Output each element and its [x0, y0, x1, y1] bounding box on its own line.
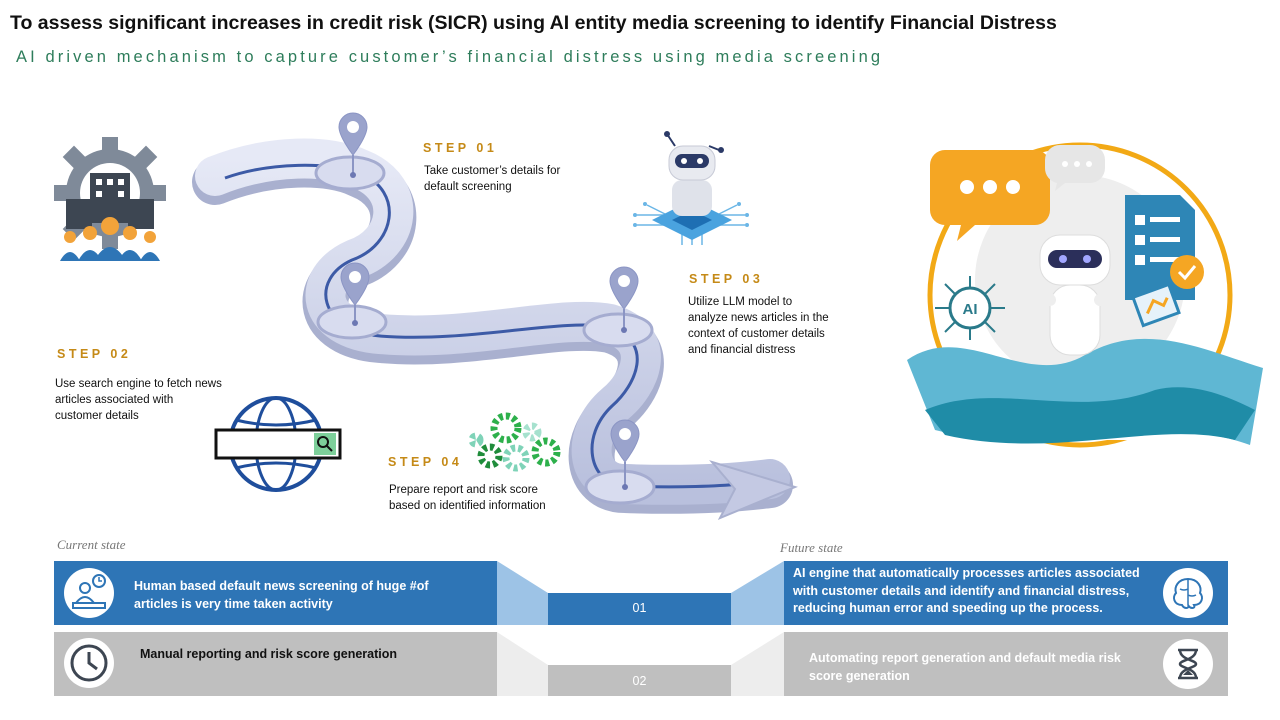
- row-02-number: 02: [632, 674, 647, 688]
- step-03-desc-line: and financial distress: [688, 344, 796, 356]
- step-03-desc-line: Utilize LLM model to: [688, 296, 793, 308]
- row-01-current-line: articles is very time taken activity: [134, 596, 333, 611]
- brain-icon: [1163, 568, 1213, 618]
- step-03-description: Utilize LLM model to analyze news articl…: [688, 294, 878, 358]
- row-02-current-line: Manual reporting and risk score generati…: [140, 647, 398, 661]
- step-03-label: STEP 03: [689, 272, 764, 286]
- hourglass-icon: [1163, 639, 1213, 689]
- organization-gear-icon: [54, 137, 166, 261]
- step-02-description: Use search engine to fetch news articles…: [55, 376, 255, 424]
- step-04-desc-line: based on identified information: [389, 500, 546, 512]
- clock-icon: [64, 638, 114, 688]
- step-02-desc-line: Use search engine to fetch news: [55, 378, 222, 390]
- step-04-desc-line: Prepare report and risk score: [389, 484, 538, 496]
- row-02-current-text: Manual reporting and risk score generati…: [140, 646, 490, 664]
- row-01-future-line: reducing human error and speeding up the…: [793, 601, 1103, 615]
- row-01-future-line: with customer details and identify and f…: [793, 583, 1130, 598]
- person-at-desk-icon: [64, 568, 114, 618]
- future-state-label: Future state: [780, 540, 843, 555]
- step-02-label: STEP 02: [57, 347, 132, 361]
- step-01-label: STEP 01: [423, 141, 498, 155]
- step-01-description: Take customer’s details for default scre…: [424, 163, 594, 195]
- row-01-number: 01: [632, 601, 647, 615]
- web-search-globe-icon: [214, 396, 342, 492]
- row-01-future-line: AI engine that automatically processes a…: [793, 566, 1140, 580]
- step-04-label: STEP 04: [388, 455, 463, 469]
- step-04-description: Prepare report and risk score based on i…: [389, 482, 589, 514]
- row-01-future-text: AI engine that automatically processes a…: [793, 565, 1158, 618]
- svg-text:AI: AI: [963, 301, 978, 318]
- page-subtitle: AI driven mechanism to capture customer’…: [16, 48, 884, 66]
- step-01-desc-line: Take customer’s details for: [424, 165, 561, 177]
- step-02-desc-line: articles associated with: [55, 394, 174, 406]
- step-01-desc-line: default screening: [424, 181, 512, 193]
- row-02-future-text: Automating report generation and default…: [809, 650, 1154, 685]
- step-03-desc-line: analyze news articles in the: [688, 312, 829, 324]
- step-02-desc-line: customer details: [55, 410, 139, 422]
- row-01-current-text: Human based default news screening of hu…: [134, 578, 489, 613]
- page-title: To assess significant increases in credi…: [10, 12, 1057, 34]
- gears-cluster-icon: [468, 412, 561, 472]
- row-02-future-line: score generation: [809, 668, 910, 683]
- row-02-future-line: Automating report generation and default…: [809, 651, 1121, 665]
- row-01-current-line: Human based default news screening of hu…: [134, 579, 429, 593]
- step-03-desc-line: context of customer details: [688, 328, 825, 340]
- ai-robot-chip-icon: [633, 131, 749, 245]
- current-state-label: Current state: [57, 537, 126, 552]
- ai-assistant-hero-illustration: AI: [907, 142, 1263, 448]
